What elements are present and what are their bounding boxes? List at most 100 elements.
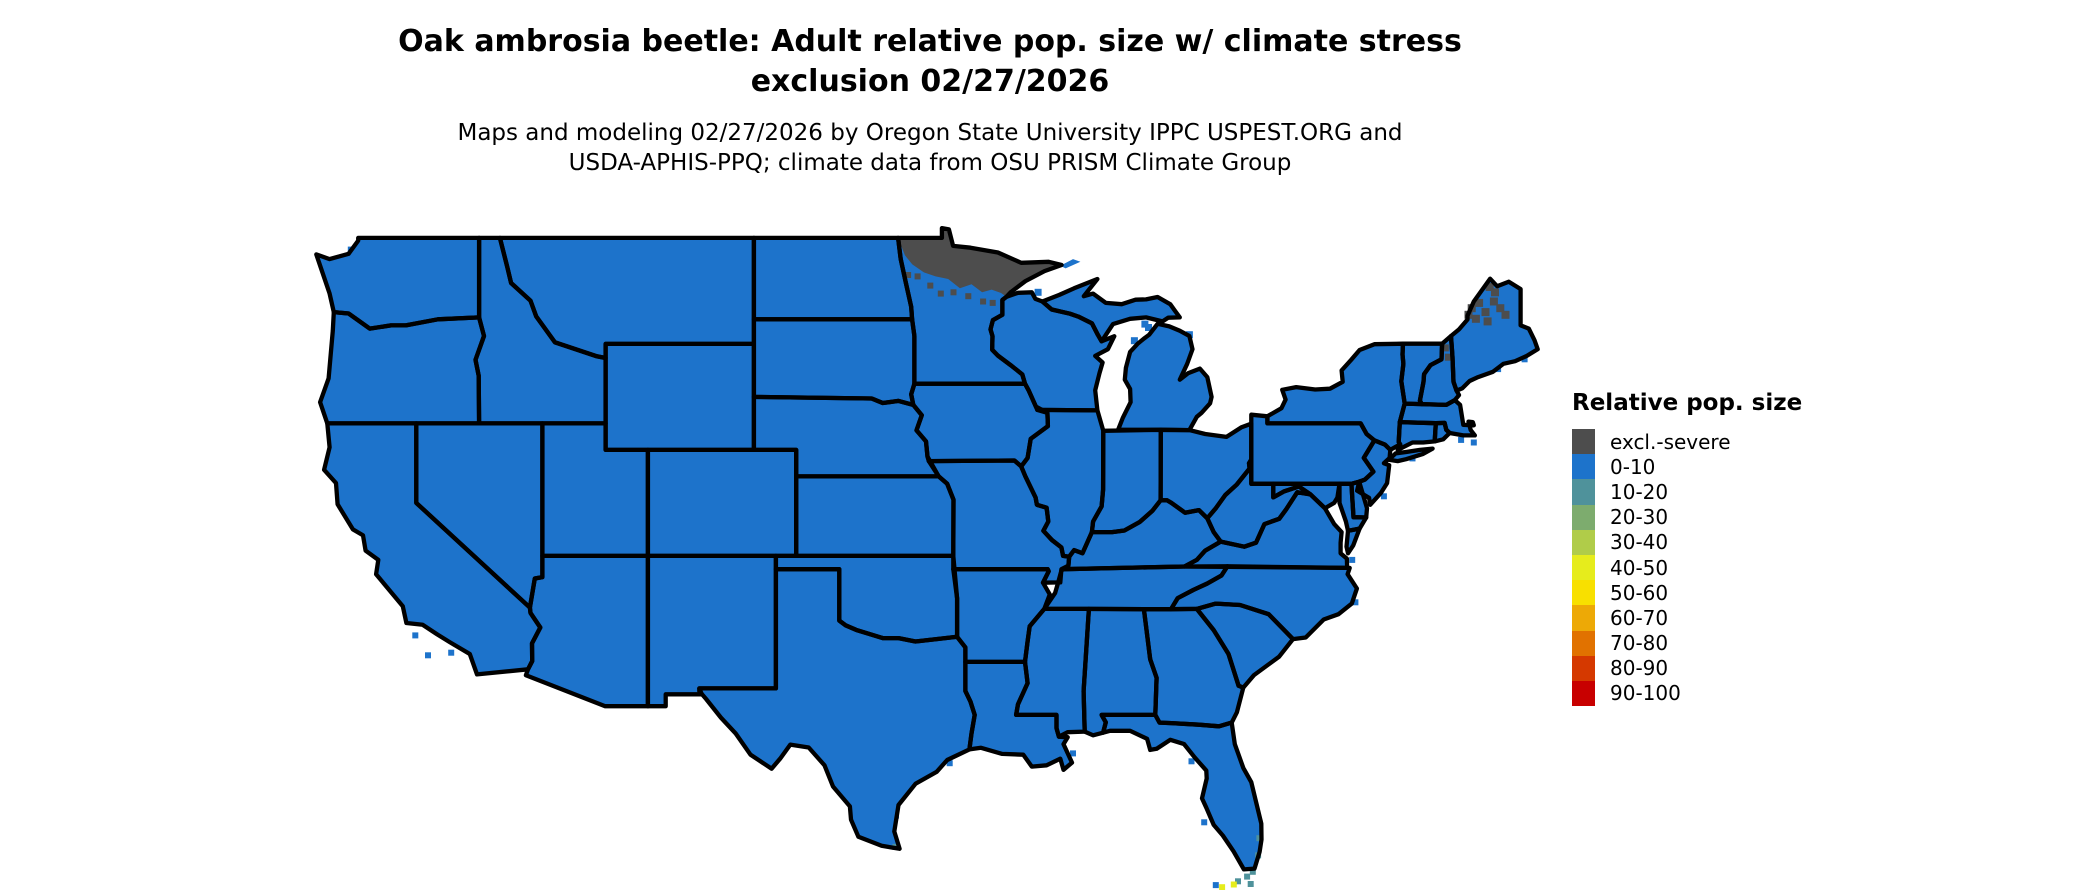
legend-swatch <box>1572 605 1595 631</box>
state-nc-border <box>1168 564 1360 642</box>
region-minnesota-speckles-cell <box>927 282 934 289</box>
region-minnesota-speckles-cell <box>965 293 972 300</box>
figure-subtitle-line2: USDA-APHIS-PPQ; climate data from OSU PR… <box>568 150 1292 176</box>
state-pa <box>1251 414 1375 484</box>
legend-label: 80-90 <box>1610 656 1669 681</box>
legend-label: 0-10 <box>1610 454 1656 479</box>
legend-swatch <box>1572 655 1595 681</box>
state-wy <box>605 343 754 450</box>
state-az <box>525 555 648 707</box>
state-vt <box>1401 343 1443 405</box>
figure-title-line2: exclusion 02/27/2026 <box>750 64 1110 99</box>
region-florida-keys-yellow-cell <box>1219 884 1226 890</box>
figure-subtitle: Maps and modeling 02/27/2026 by Oregon S… <box>0 118 1860 178</box>
state-ky <box>1063 500 1221 570</box>
legend-label: excl.-severe <box>1610 429 1731 454</box>
region-northern-maine-patches-cell <box>1471 314 1480 323</box>
legend-item: excl.-severe <box>1572 429 1892 455</box>
legend-swatch <box>1572 504 1595 530</box>
region-florida-keys-teal-cell <box>1249 868 1256 875</box>
region-minnesota-speckles-cell <box>937 290 944 297</box>
state-nv <box>416 423 543 608</box>
state-ia <box>911 383 1048 467</box>
region-coastal-fringe-cell <box>1352 599 1359 606</box>
state-id <box>475 237 606 424</box>
state-sd <box>753 319 915 405</box>
state-ar <box>953 569 1050 662</box>
map-state-fills <box>316 228 1538 870</box>
region-great-lakes-islands-cell <box>1130 337 1138 345</box>
region-northern-maine-patches-cell <box>1496 304 1505 313</box>
state-fl <box>1101 714 1262 870</box>
state-az-border <box>523 553 651 709</box>
state-vae-border <box>1344 526 1362 556</box>
legend-items: excl.-severe 0-10 10-20 20-30 30-40 40-50 50-6… <box>1572 429 1892 707</box>
legend-item: 70-80 <box>1572 630 1892 656</box>
figure-title: Oak ambrosia beetle: Adult relative pop.… <box>0 22 1860 102</box>
state-ks <box>796 476 954 556</box>
region-great-lakes-islands-cell <box>1145 324 1152 331</box>
region-minnesota-speckles-cell <box>980 298 987 305</box>
region-great-lakes-islands <box>1060 259 1081 269</box>
region-florida-keys-teal-cell <box>1235 878 1241 885</box>
state-wa <box>316 237 480 329</box>
state-tx <box>699 569 975 849</box>
state-ms <box>1016 608 1089 737</box>
state-wi <box>990 292 1115 411</box>
legend-swatch <box>1572 479 1595 505</box>
legend-label: 10-20 <box>1610 479 1669 504</box>
legend-item: 0-10 <box>1572 454 1892 480</box>
state-ri <box>1434 422 1450 442</box>
state-sc <box>1196 603 1293 688</box>
region-northern-minnesota <box>898 228 1062 297</box>
region-coastal-fringe-cell <box>1380 493 1387 500</box>
region-coastal-fringe-cell <box>1201 819 1208 826</box>
legend-swatch <box>1572 529 1595 555</box>
legend-item: 80-90 <box>1572 655 1892 681</box>
region-great-lakes-islands-cell <box>1141 320 1149 328</box>
legend-swatch <box>1572 630 1595 656</box>
legend-swatch <box>1572 580 1595 606</box>
state-al <box>1083 608 1157 736</box>
region-coastal-fringe-cell <box>448 649 455 656</box>
legend-item: 20-30 <box>1572 504 1892 530</box>
state-nj-border <box>1354 438 1393 507</box>
state-nm <box>647 555 776 707</box>
region-northern-maine-patches-cell <box>1501 310 1510 319</box>
region-great-lakes-islands-cell <box>1034 288 1042 296</box>
state-mil <box>1118 323 1212 431</box>
state-co <box>647 449 797 556</box>
region-coastal-fringe-cell <box>1212 882 1219 889</box>
legend-label: 70-80 <box>1610 631 1669 656</box>
state-miu <box>1042 279 1180 342</box>
state-fl-border <box>1099 712 1264 872</box>
region-northern-maine-patches-cell <box>1489 297 1498 306</box>
legend-label: 30-40 <box>1610 530 1669 555</box>
state-me-border <box>1448 276 1540 393</box>
legend-swatch <box>1572 554 1595 581</box>
state-ind <box>1091 429 1161 533</box>
state-ut <box>542 423 648 556</box>
state-tn <box>1044 566 1228 610</box>
state-mo <box>928 460 1070 583</box>
legend-label: 40-50 <box>1610 555 1669 580</box>
state-nh <box>1419 336 1459 405</box>
legend-item: 60-70 <box>1572 605 1892 631</box>
state-or <box>320 312 484 424</box>
state-ne <box>753 396 939 477</box>
region-northern-maine-patches-cell <box>1481 308 1490 317</box>
region-minnesota-speckles-cell <box>989 299 996 306</box>
state-nc <box>1171 566 1357 640</box>
legend-label: 60-70 <box>1610 605 1669 630</box>
figure-subtitle-line1: Maps and modeling 02/27/2026 by Oregon S… <box>457 120 1403 146</box>
region-coastal-fringe-cell <box>412 632 419 639</box>
region-white-mountains-nh-cell <box>1444 353 1452 361</box>
region-coastal-fringe-cell <box>1349 556 1356 563</box>
state-va <box>1184 492 1348 568</box>
legend: Relative pop. size excl.-severe 0-10 10-20… <box>1572 390 1892 707</box>
region-coastal-fringe-cell <box>1458 436 1465 443</box>
region-coastal-fringe-cell <box>1521 356 1528 363</box>
legend-item: 50-60 <box>1572 580 1892 606</box>
region-white-mountains-nh-cell <box>1441 344 1449 352</box>
